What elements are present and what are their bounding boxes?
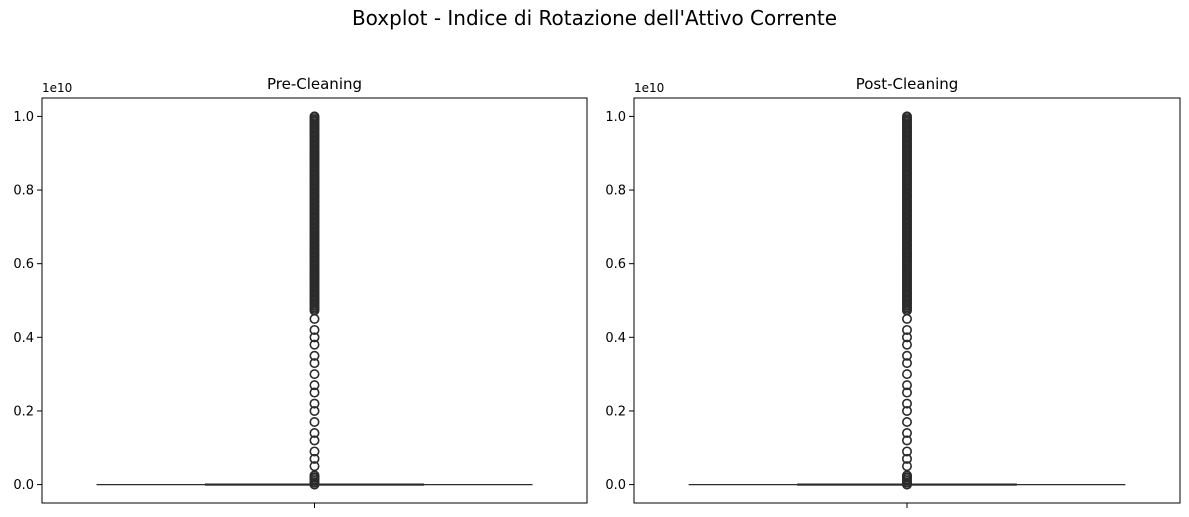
outlier-point — [309, 358, 320, 369]
y-tick-label: 0.8 — [13, 184, 34, 199]
outlier-point — [901, 380, 912, 391]
outlier-point — [309, 435, 320, 446]
y-tick-label: 0.6 — [605, 257, 626, 272]
outlier-point — [309, 453, 320, 464]
outlier-point — [309, 405, 320, 416]
outlier-point — [901, 435, 912, 446]
outlier-point — [901, 332, 912, 343]
subplot-title: Pre-Cleaning — [267, 75, 362, 93]
y-tick-label: 0.0 — [605, 478, 626, 493]
y-tick-label: 0.2 — [13, 404, 34, 419]
outlier-point — [901, 461, 912, 472]
outlier-point — [309, 332, 320, 343]
outlier-point — [309, 398, 320, 409]
subplot-title: Post-Cleaning — [856, 75, 959, 93]
outlier-point — [309, 313, 320, 324]
outlier-point — [309, 416, 320, 427]
outlier-point — [901, 358, 912, 369]
panel-pre-cleaning: Pre-Cleaning 1e10 0.0 0.2 0.4 0.6 0.8 1.0 — [13, 75, 588, 508]
y-tick-label: 0.2 — [605, 404, 626, 419]
outlier-point — [309, 339, 320, 350]
outlier-point — [309, 111, 320, 122]
figure-suptitle: Boxplot - Indice di Rotazione dell'Attiv… — [351, 6, 838, 30]
panel-post-cleaning: Post-Cleaning 1e10 0.0 0.2 0.4 0.6 0.8 1.0 — [605, 75, 1181, 508]
outlier-point — [901, 350, 912, 361]
axes-frame — [41, 97, 588, 504]
outlier-point — [309, 387, 320, 398]
axis-offset-label: 1e10 — [42, 81, 72, 95]
outlier-point — [901, 387, 912, 398]
outlier-point — [901, 405, 912, 416]
outlier-point — [901, 453, 912, 464]
y-tick-label: 0.0 — [13, 478, 34, 493]
outlier-point — [901, 111, 912, 122]
axis-offset-label: 1e10 — [634, 81, 664, 95]
outlier-point — [901, 313, 912, 324]
outlier-point — [309, 428, 320, 439]
outlier-point — [309, 461, 320, 472]
outlier-point — [309, 369, 320, 380]
y-tick-label: 1.0 — [605, 110, 626, 125]
outlier-point — [901, 446, 912, 457]
outlier-point — [901, 339, 912, 350]
outlier-point — [309, 380, 320, 391]
axes-frame — [633, 97, 1181, 504]
outlier-point — [901, 369, 912, 380]
y-tick-label: 0.4 — [605, 331, 626, 346]
outlier-point — [901, 470, 912, 481]
outlier-point — [901, 324, 912, 335]
y-tick-label: 0.8 — [605, 184, 626, 199]
outlier-point — [901, 416, 912, 427]
y-tick-label: 0.6 — [13, 257, 34, 272]
outlier-point — [309, 446, 320, 457]
outlier-point — [901, 398, 912, 409]
outlier-point — [309, 324, 320, 335]
outlier-point — [309, 470, 320, 481]
outlier-point — [901, 428, 912, 439]
y-tick-label: 0.4 — [13, 331, 34, 346]
outlier-point — [309, 350, 320, 361]
y-tick-label: 1.0 — [13, 110, 34, 125]
